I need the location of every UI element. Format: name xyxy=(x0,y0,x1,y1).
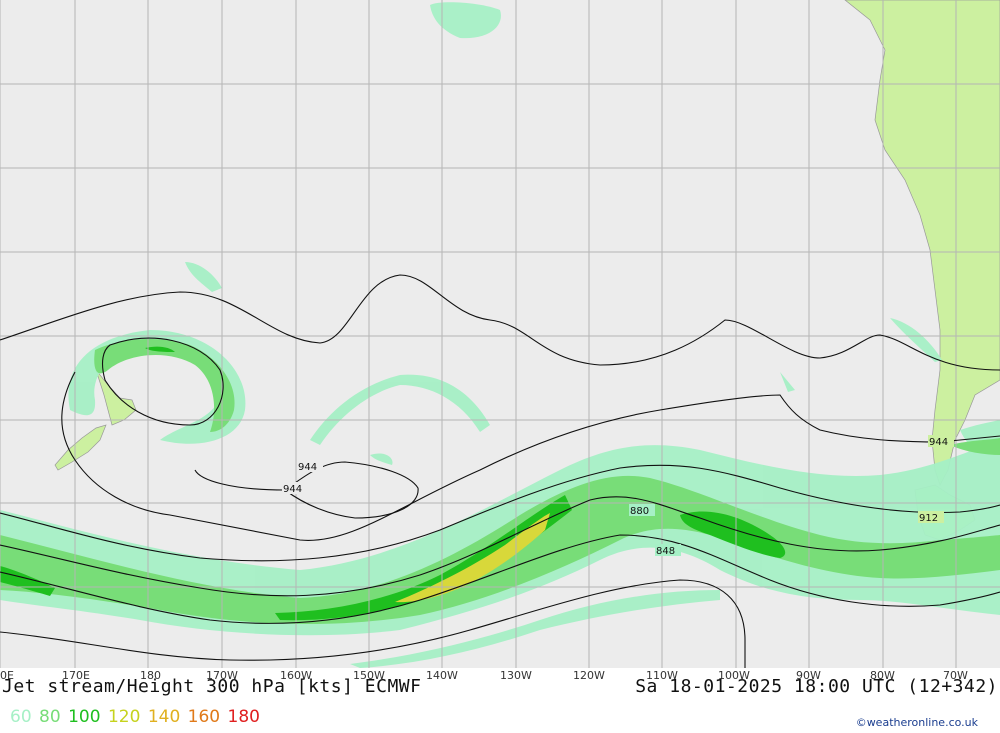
lon-label: 170E xyxy=(62,669,90,682)
height-contours xyxy=(0,274,1000,668)
lon-label: 170W xyxy=(206,669,238,682)
contour-label: 912 xyxy=(919,513,938,524)
new-zealand-north-island xyxy=(95,369,137,426)
contour-label: 880 xyxy=(630,506,649,517)
lon-label: 120W xyxy=(573,669,605,682)
legend-item: 120 xyxy=(107,707,141,727)
contour-line xyxy=(194,461,419,519)
jet-stream-map: 944 944 880 848 944 912 xyxy=(0,0,1000,668)
lon-label: 180 xyxy=(140,669,161,682)
forecast-datetime: Sa 18-01-2025 18:00 UTC (12+342) xyxy=(635,676,998,697)
legend-item: 140 xyxy=(147,707,181,727)
legend-item: 80 xyxy=(39,707,61,727)
legend-item: 160 xyxy=(187,707,221,727)
lon-label: 110W xyxy=(646,669,678,682)
contour-label: 944 xyxy=(929,437,948,448)
contour-labels: 944 944 880 848 944 912 xyxy=(282,435,954,557)
contour-line xyxy=(101,337,224,426)
new-zealand-south-island xyxy=(54,424,107,471)
credit-link[interactable]: ©weatheronline.co.uk xyxy=(855,716,978,729)
lon-label: 150W xyxy=(353,669,385,682)
lon-label: 160E xyxy=(0,669,14,682)
contour-line xyxy=(0,496,1000,597)
legend-item: 100 xyxy=(68,707,101,727)
map-title: Jet stream/Height 300 hPa [kts] ECMWF xyxy=(2,676,422,697)
contour-label: 944 xyxy=(283,484,302,495)
legend-item: 60 xyxy=(10,707,32,727)
lon-label: 80W xyxy=(870,669,895,682)
contour-line xyxy=(0,274,1000,371)
contour-line xyxy=(61,371,1000,541)
contour-line xyxy=(0,579,746,668)
lon-label: 90W xyxy=(796,669,821,682)
legend-item: 180 xyxy=(227,707,260,727)
contour-label: 848 xyxy=(656,546,675,557)
lon-label: 160W xyxy=(280,669,312,682)
lon-label: 100W xyxy=(718,669,750,682)
latitude-grid xyxy=(0,83,1000,588)
contour-label: 944 xyxy=(298,462,317,473)
longitude-grid xyxy=(0,0,957,668)
south-america-land xyxy=(844,0,1000,486)
contour-line xyxy=(0,534,1000,624)
contour-line xyxy=(0,464,1000,562)
lon-label: 130W xyxy=(500,669,532,682)
lon-label: 140W xyxy=(426,669,458,682)
lon-label: 70W xyxy=(943,669,968,682)
speed-legend: 60 80 100 120 140 160 180 xyxy=(10,707,262,727)
